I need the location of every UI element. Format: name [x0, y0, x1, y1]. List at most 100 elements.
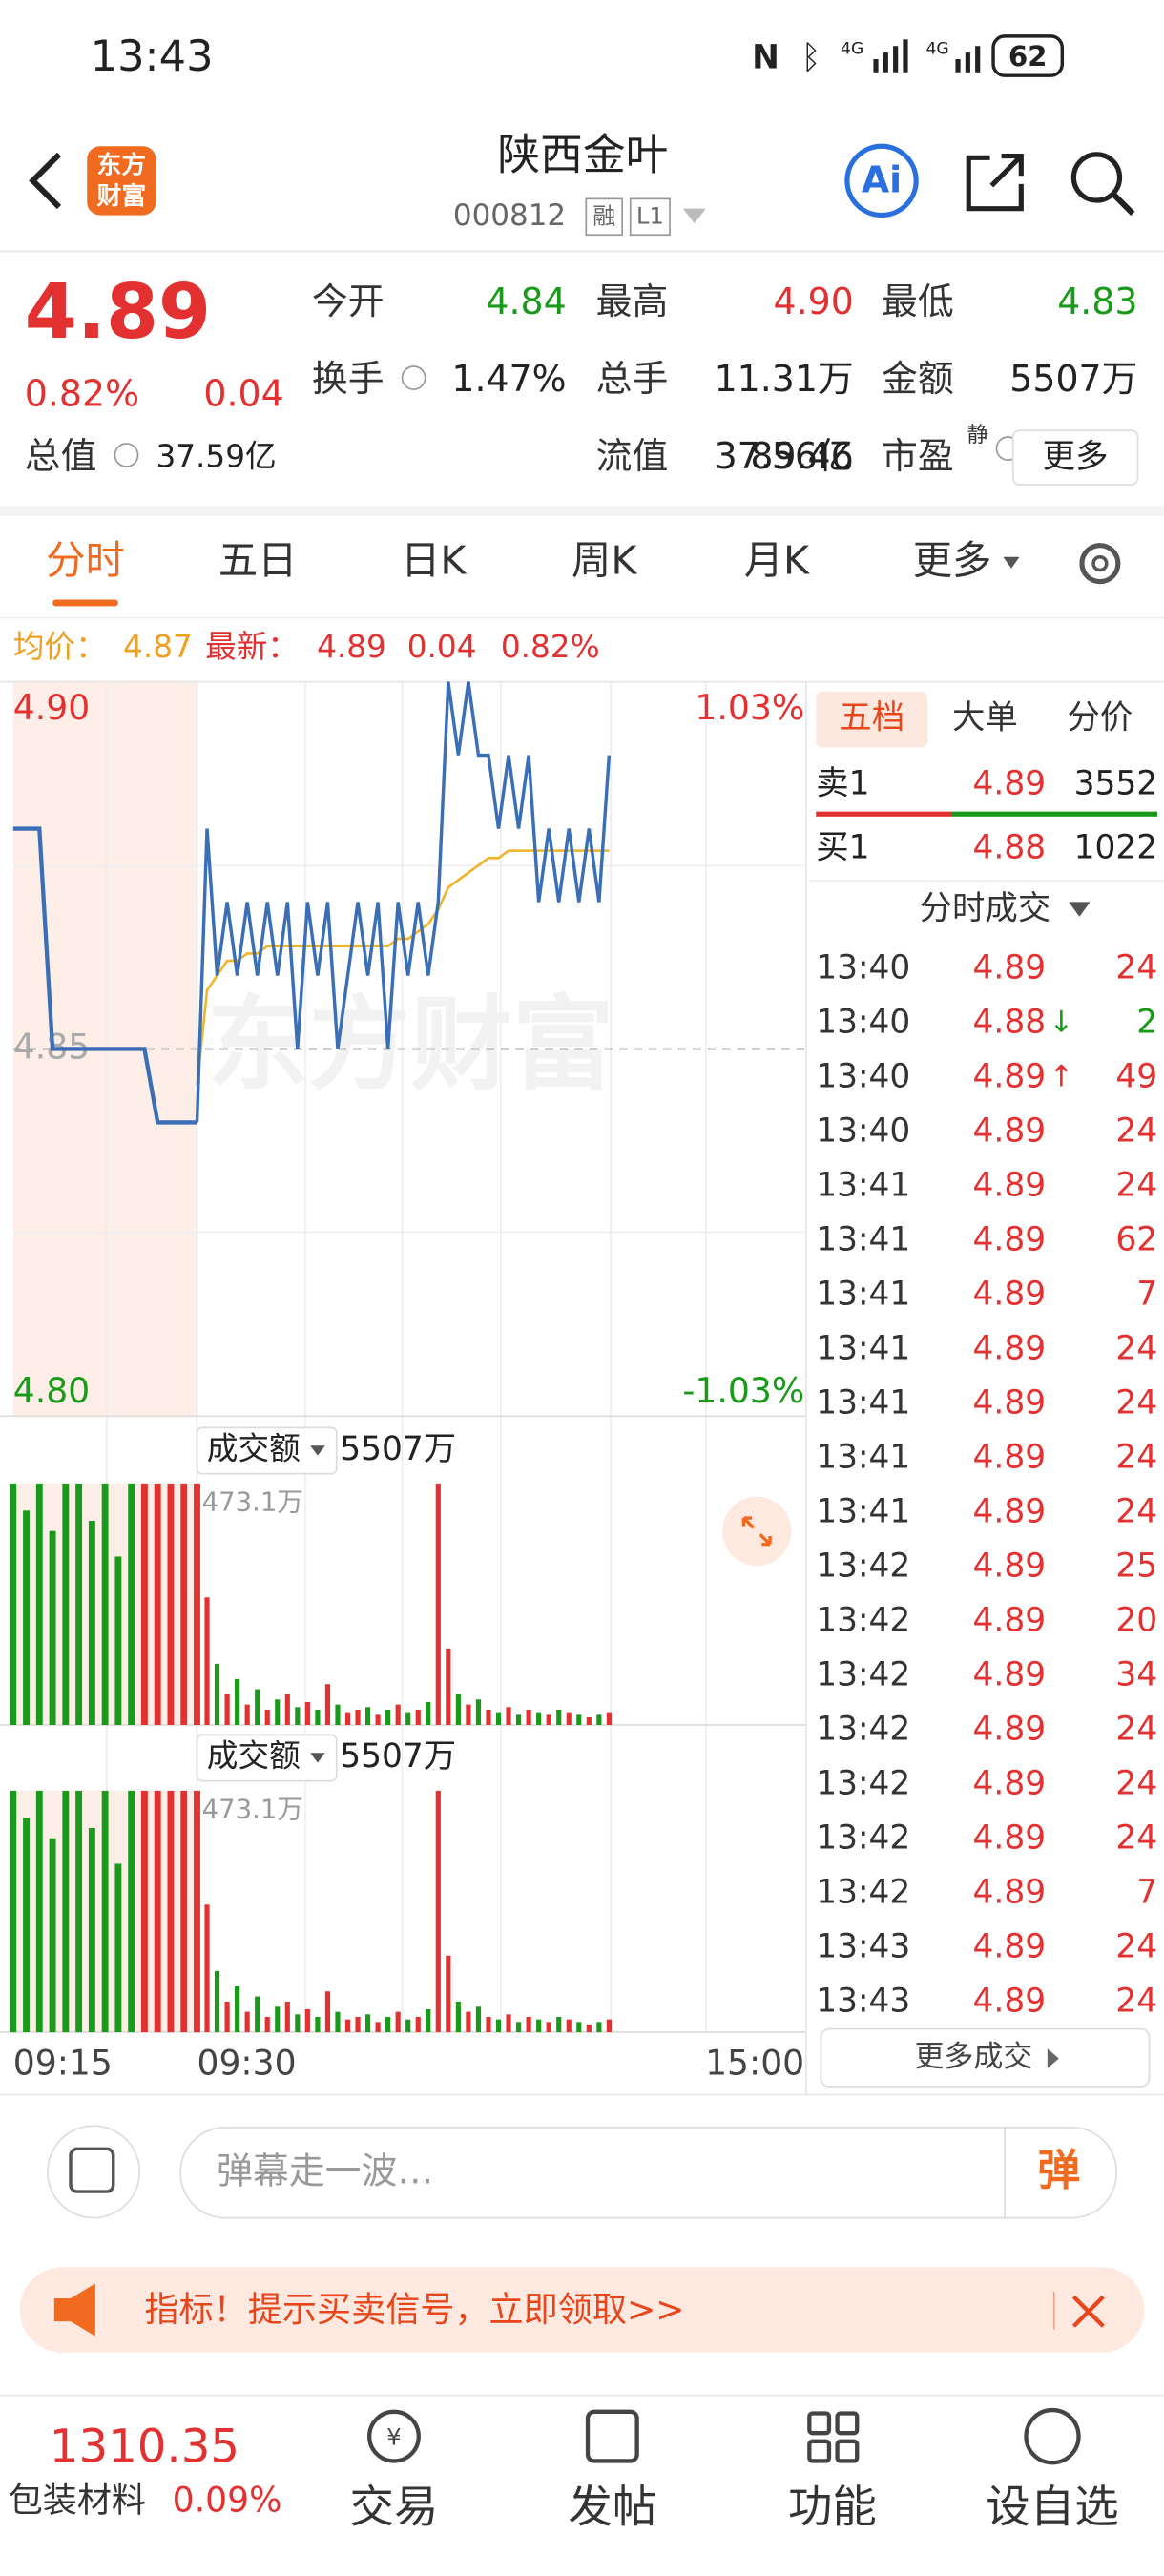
expand-button[interactable]: [722, 1496, 792, 1567]
trade-time: 13:42: [816, 1601, 910, 1639]
volume-bar: [35, 1483, 43, 1726]
volume-bar: [486, 1709, 491, 1726]
tab-indicator: [52, 599, 118, 607]
signal-icon: [955, 46, 981, 73]
post-icon: [585, 2409, 639, 2463]
trade-price: 4.89: [973, 1655, 1047, 1693]
settings-icon: [1091, 555, 1109, 572]
battery-level: 62: [1008, 40, 1048, 73]
volume-selector[interactable]: [196, 1734, 338, 1782]
settings-button[interactable]: [1079, 543, 1121, 585]
nav-item[interactable]: 交易: [350, 2482, 439, 2533]
volume-bar: [475, 1699, 482, 1726]
volume-bar: [344, 1712, 351, 1726]
volume-bar: [180, 1483, 188, 1726]
banner-close[interactable]: [1071, 2295, 1105, 2328]
volume-total: 5507万: [340, 1430, 456, 1468]
tab[interactable]: 周K: [572, 538, 637, 584]
volume-bar: [455, 1693, 461, 1726]
nav-items: 交易 发帖 功能 设自选: [350, 2482, 1119, 2533]
x-tick-label: 09:30: [197, 2042, 296, 2083]
volume-bar: [23, 1510, 30, 1726]
field-label: 金额: [882, 358, 954, 400]
trade-price: 4.89: [973, 1438, 1047, 1476]
trade-time: 13:41: [816, 1166, 910, 1204]
trade-qty: 24: [1115, 1818, 1157, 1857]
volume-bar: [395, 1704, 401, 1726]
more-trades-button[interactable]: [820, 2027, 1151, 2088]
trade-qty: 24: [1115, 1492, 1157, 1530]
tab[interactable]: 分时: [46, 538, 125, 584]
back-button[interactable]: [29, 152, 62, 210]
section-gap: [0, 506, 1164, 516]
book-tab[interactable]: 大单: [952, 699, 1018, 737]
volume-bar: [204, 1904, 210, 2033]
nav-item[interactable]: 功能: [788, 2482, 877, 2533]
expand-icon: [741, 1516, 772, 1547]
trade-time: 13:41: [816, 1329, 910, 1367]
volume-bar: [415, 2016, 421, 2033]
field-label: 最高: [596, 280, 669, 322]
trade-qty: 24: [1115, 1982, 1157, 2020]
field-value: 1.47%: [451, 358, 566, 400]
volume-bar: [101, 1790, 109, 2033]
volume-bar: [128, 1483, 135, 1726]
volume-bar: [255, 1996, 260, 2033]
volume-bar: [10, 1483, 17, 1726]
volume-bar: [586, 1717, 592, 1726]
trade-price: 4.89: [973, 1220, 1047, 1258]
danmaku-send[interactable]: 弹: [1038, 2145, 1081, 2195]
info-text: 4.87: [123, 629, 193, 665]
more-button[interactable]: [1011, 429, 1139, 486]
info-text: 4.89: [317, 629, 386, 665]
trade-time: 13:40: [816, 948, 910, 987]
volume-bar: [295, 1707, 301, 1726]
nav-item[interactable]: 设自选: [986, 2482, 1118, 2533]
trade-price: 4.89: [973, 1873, 1047, 1911]
ai-button[interactable]: [844, 143, 919, 218]
field-label: 总值: [25, 435, 97, 477]
field-label: 市盈: [882, 435, 954, 477]
danmaku-toggle[interactable]: [47, 2125, 141, 2219]
index-value[interactable]: 1310.35: [50, 2420, 239, 2473]
logo[interactable]: [87, 146, 156, 216]
book-qty: 1022: [1074, 829, 1158, 867]
trade-time: 13:41: [816, 1220, 910, 1258]
field-value: 89.46: [750, 435, 853, 477]
volume-bar: [405, 2019, 411, 2033]
trade-qty: 7: [1136, 1873, 1157, 1911]
tab[interactable]: 更多: [913, 538, 992, 584]
trade-qty: 2: [1136, 1003, 1157, 1041]
tab[interactable]: 日K: [401, 538, 467, 584]
more-trades-label: 更多成交: [914, 2040, 1032, 2074]
network-label: 4G: [841, 40, 863, 59]
banner-text: 指标！提示买卖信号，立即领取>>: [144, 2289, 684, 2330]
book-tab[interactable]: 五档: [839, 699, 904, 737]
buy-ratio: [952, 811, 1158, 817]
dropdown-arrow: [1003, 556, 1020, 569]
volume-selector[interactable]: [196, 1426, 338, 1475]
tab[interactable]: 月K: [744, 538, 810, 584]
tag-box: [585, 197, 624, 237]
status-time: 13:43: [91, 31, 214, 81]
book-tab[interactable]: 分价: [1067, 699, 1133, 737]
volume-bar: [364, 1707, 371, 1726]
volume-bar: [516, 1714, 522, 1726]
trade-time: 13:43: [816, 1982, 910, 2020]
trade-arrow: ↓: [1050, 1005, 1074, 1039]
search-button[interactable]: [1070, 152, 1123, 203]
x-tick-label: 09:15: [13, 2042, 113, 2083]
tab[interactable]: 五日: [218, 538, 298, 584]
trade-price: 4.89: [973, 1492, 1047, 1530]
volume-bar: [23, 1818, 30, 2033]
comment-input[interactable]: [179, 2127, 1117, 2219]
dropdown-arrow[interactable]: [682, 208, 706, 224]
volume-bar: [355, 1709, 361, 1726]
volume-bar: [415, 1709, 421, 1726]
volume-bar: [426, 1701, 431, 1726]
promo-banner[interactable]: [19, 2267, 1145, 2353]
share-button[interactable]: [966, 154, 1024, 212]
volume-bar: [516, 2022, 522, 2033]
nav-item[interactable]: 发帖: [568, 2482, 656, 2533]
